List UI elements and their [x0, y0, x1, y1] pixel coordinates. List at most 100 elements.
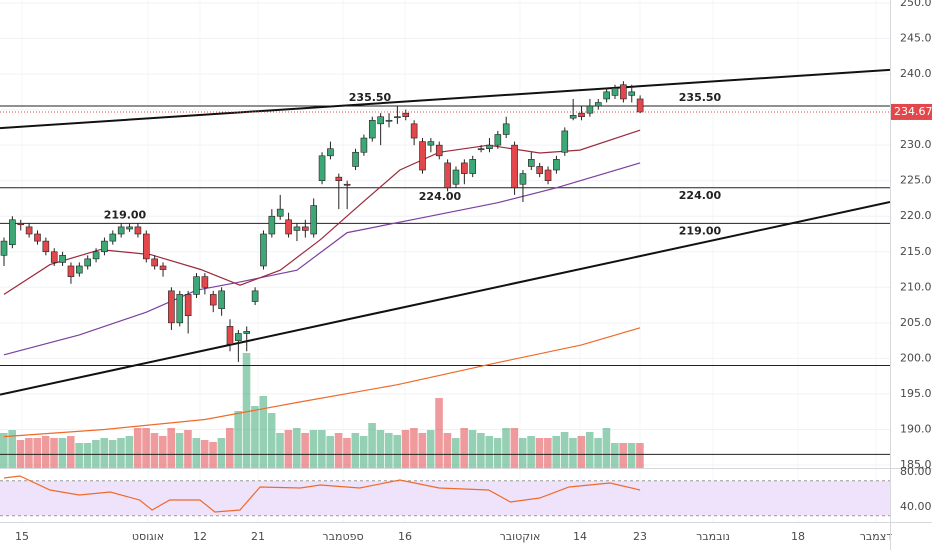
volume-bar: [251, 406, 259, 468]
candle-body: [218, 290, 225, 309]
volume-bar: [234, 411, 242, 468]
candle-body: [67, 265, 75, 277]
volume-bar: [443, 433, 452, 468]
volume-bar: [167, 428, 175, 468]
volume-bar: [58, 438, 67, 468]
volume-bar: [326, 436, 335, 468]
volume-bar: [385, 433, 393, 468]
y-tick-label: 200.00: [900, 351, 932, 364]
candle-body: [109, 233, 117, 242]
candle-body: [536, 166, 543, 174]
y-tick-label: 245.00: [900, 32, 932, 45]
rsi-tick-label: 40.00: [900, 500, 932, 513]
candle-body: [477, 148, 485, 151]
moving-average: [3, 162, 641, 356]
volume-bar: [468, 430, 477, 468]
volume-bar: [418, 433, 427, 468]
volume-bar: [343, 438, 351, 468]
volume-bar: [518, 438, 527, 468]
moving-average: [3, 129, 641, 295]
candle-body: [368, 119, 376, 139]
volume-bar: [577, 436, 586, 468]
volume-bar: [242, 353, 251, 468]
candle-body: [603, 91, 610, 100]
candle-body: [360, 137, 368, 153]
volume-bar: [301, 433, 309, 468]
candle-body: [151, 258, 158, 267]
candle-body: [226, 326, 234, 345]
volume-bar: [309, 430, 318, 468]
volume-bar: [359, 436, 368, 468]
candle-body: [494, 134, 502, 146]
volume-bar: [292, 428, 301, 468]
volume-bar: [401, 430, 410, 468]
volume-bar: [276, 433, 284, 468]
y-tick-label: 250.00: [900, 0, 932, 9]
candle-body: [126, 226, 133, 230]
y-tick-label: 195.00: [900, 387, 932, 400]
volume-bar: [493, 438, 502, 468]
current-price-label: 234.67: [894, 105, 932, 118]
candle-body: [193, 276, 200, 295]
candle-body: [318, 155, 326, 181]
candle-body: [402, 112, 410, 118]
volume-bar: [41, 436, 50, 468]
volume-bar: [125, 436, 134, 468]
x-tick-label: 15: [15, 530, 29, 543]
candle-body: [293, 226, 301, 231]
candle-body: [511, 144, 518, 189]
level-label: 224.00: [419, 190, 462, 203]
volume-bar: [544, 438, 552, 468]
candle-body: [276, 208, 284, 217]
volume-bar: [50, 438, 58, 468]
volume-bar: [552, 436, 561, 468]
candle-body: [528, 159, 535, 167]
x-tick-label: דצמבר: [860, 530, 893, 543]
volume-bar: [611, 443, 619, 468]
candle-body: [343, 183, 351, 186]
volume-bar: [594, 438, 602, 468]
x-tick-label: 16: [398, 530, 412, 543]
candle-body: [611, 87, 619, 96]
candle-body: [519, 173, 527, 185]
volume-bar: [351, 433, 360, 468]
candle-body: [419, 141, 426, 171]
rsi-band: [0, 480, 890, 516]
volume-bar: [25, 438, 33, 468]
candle-body: [17, 223, 25, 226]
candle-body: [586, 105, 594, 114]
volume-bar: [217, 438, 226, 468]
x-tick-label: נובמבר: [696, 530, 730, 543]
candle-body: [594, 102, 602, 107]
candle-body: [101, 240, 108, 253]
candle-body: [159, 265, 167, 270]
volume-bar: [410, 428, 418, 468]
volume-bar: [267, 413, 276, 468]
volume-bar: [334, 433, 343, 468]
candle-body: [327, 148, 334, 157]
volume-bar: [451, 438, 460, 468]
x-tick-label: ספטמבר: [322, 530, 363, 543]
candle-body: [251, 290, 259, 302]
candle-body: [553, 159, 560, 171]
x-tick-label: 12: [193, 530, 207, 543]
x-tick-label: 18: [791, 530, 805, 543]
candle-body: [427, 141, 435, 146]
moving-average: [3, 327, 641, 438]
candle-body: [352, 151, 359, 167]
candle-body: [578, 112, 585, 118]
volume-bar: [527, 436, 535, 468]
volume-bar: [284, 430, 293, 468]
volume-bar: [435, 398, 443, 468]
candle-body: [452, 169, 460, 185]
candle-body: [502, 123, 510, 135]
volume-bar: [66, 436, 75, 468]
candle-body: [50, 251, 58, 263]
volume-bar: [33, 438, 42, 468]
candle-body: [486, 144, 493, 150]
candle-body: [201, 276, 209, 288]
candle-body: [42, 240, 50, 253]
candle-body: [9, 219, 16, 245]
volume-bar: [460, 428, 468, 468]
